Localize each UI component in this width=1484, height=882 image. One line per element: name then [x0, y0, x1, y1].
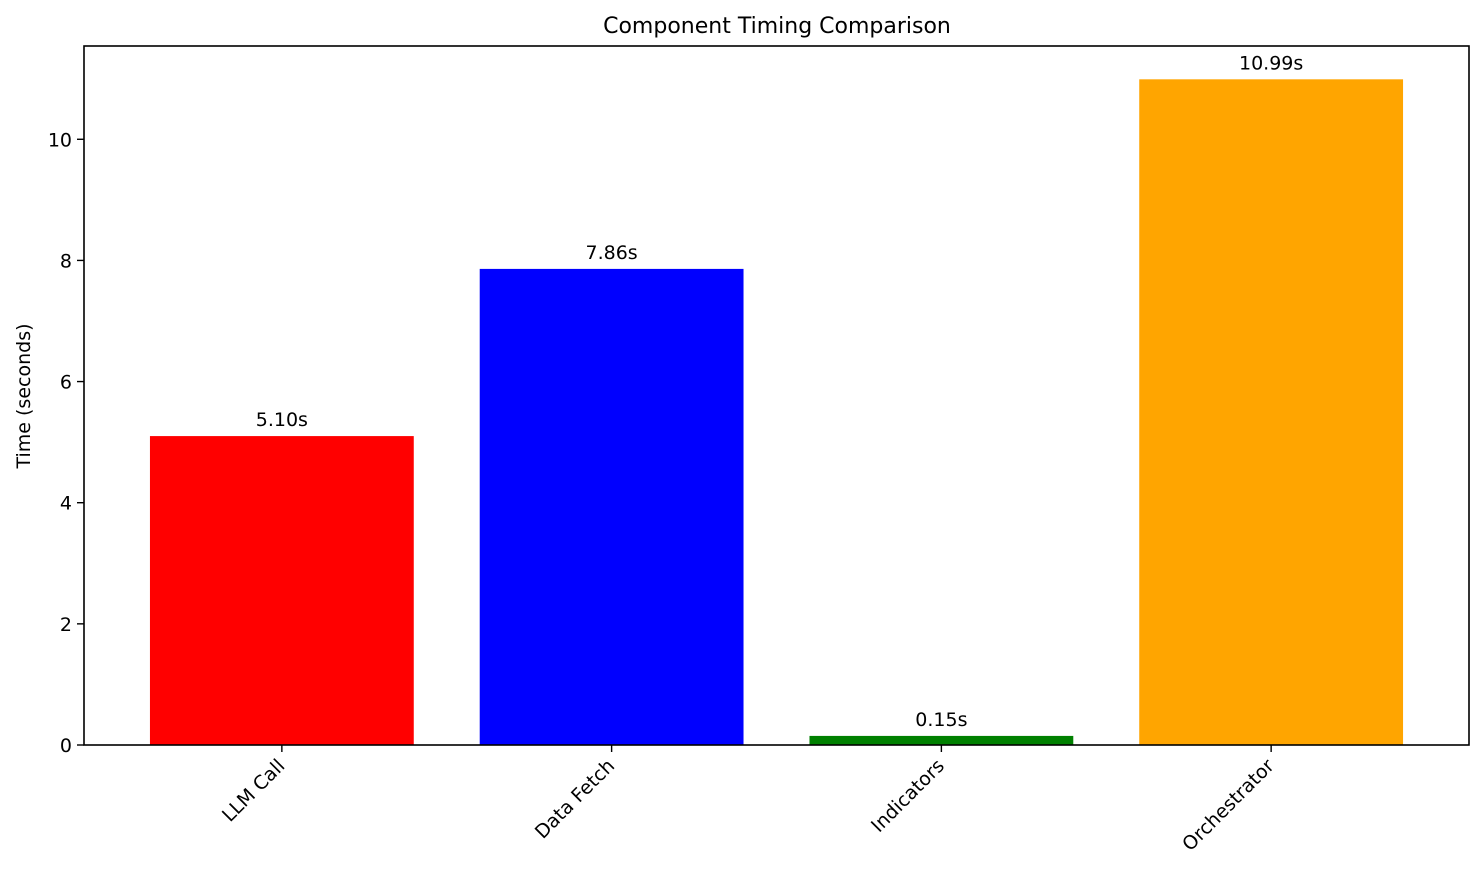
y-tick-label: 8	[60, 250, 72, 272]
value-label-llm-call: 5.10s	[256, 409, 308, 431]
bars-layer	[149, 79, 1404, 745]
x-tick-label-indicators: Indicators	[867, 755, 949, 837]
value-label-orchestrator: 10.99s	[1239, 52, 1303, 74]
bar-indicators	[809, 735, 1074, 745]
value-label-indicators: 0.15s	[915, 709, 967, 731]
chart-title: Component Timing Comparison	[603, 14, 951, 39]
x-axis-ticks: LLM Call Data Fetch Indicators Orchestrator	[218, 745, 1279, 856]
bar-orchestrator	[1139, 79, 1404, 745]
x-tick-label-orchestrator: Orchestrator	[1178, 755, 1279, 856]
value-labels-layer: 5.10s 7.86s 0.15s 10.99s	[256, 52, 1304, 731]
y-tick-label: 10	[48, 129, 72, 151]
x-tick-label-llm-call: LLM Call	[218, 755, 289, 826]
y-tick-label: 6	[60, 372, 72, 394]
bar-llm-call	[149, 436, 414, 745]
plot-frame	[83, 45, 1470, 746]
bar-data-fetch	[479, 268, 744, 745]
y-axis-ticks: 0 2 4 6 8 10	[48, 129, 84, 757]
y-tick-label: 4	[60, 493, 72, 515]
y-tick-label: 0	[60, 735, 72, 757]
y-axis-label: Time (seconds)	[13, 323, 35, 469]
y-tick-label: 2	[60, 614, 72, 636]
value-label-data-fetch: 7.86s	[586, 242, 638, 264]
x-tick-label-data-fetch: Data Fetch	[531, 755, 619, 843]
